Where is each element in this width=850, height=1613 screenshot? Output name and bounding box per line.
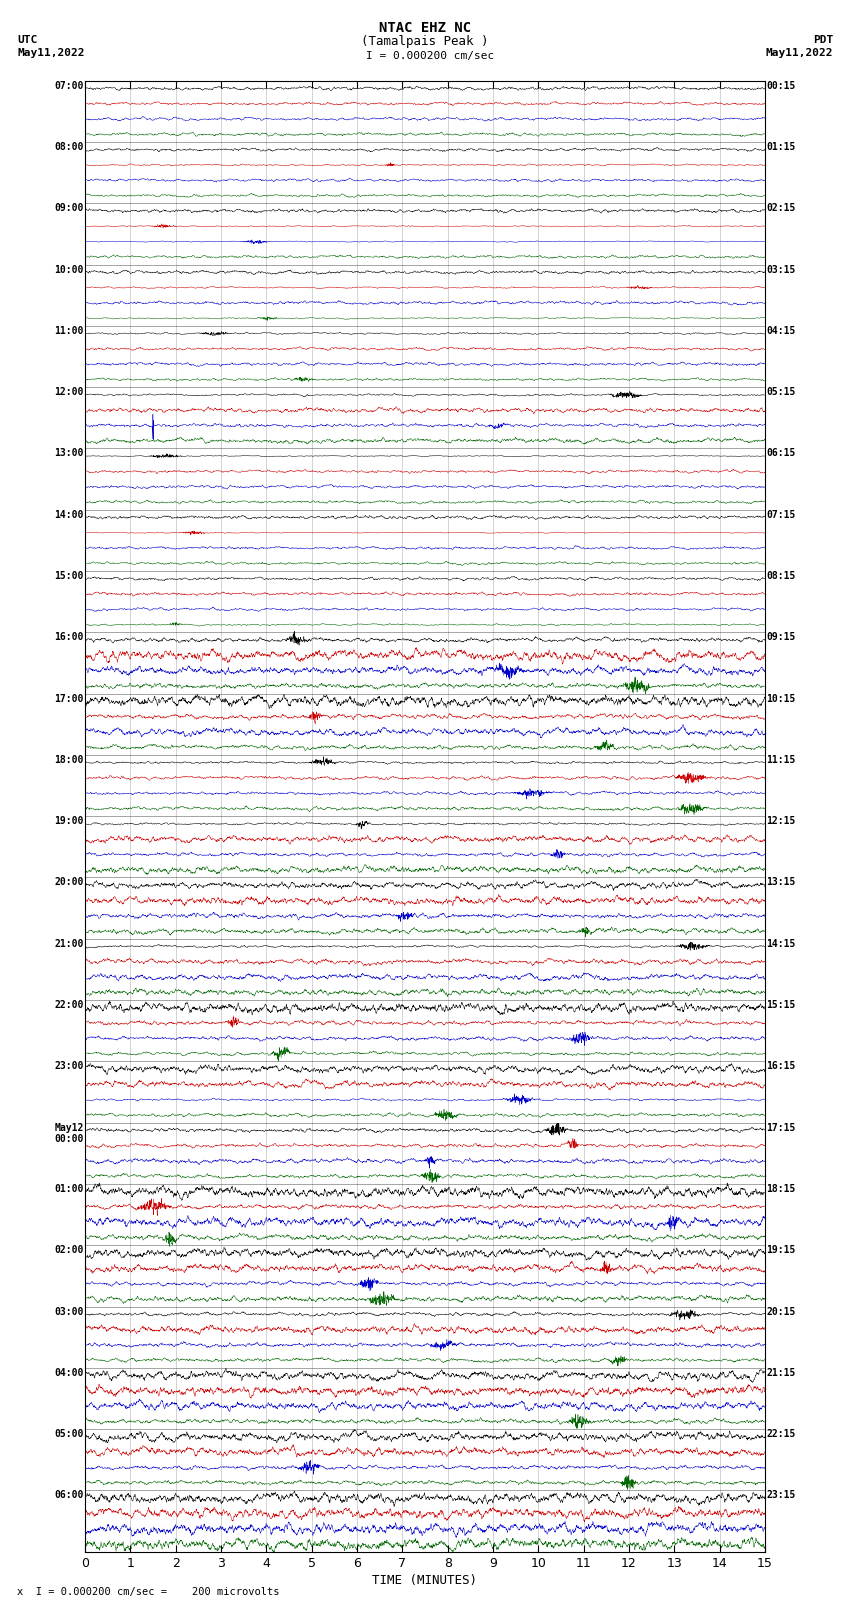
- Text: 14:00: 14:00: [54, 510, 83, 519]
- Text: 05:00: 05:00: [54, 1429, 83, 1439]
- Text: 04:15: 04:15: [767, 326, 796, 336]
- Text: 17:15: 17:15: [767, 1123, 796, 1132]
- Text: 18:15: 18:15: [767, 1184, 796, 1194]
- Text: 18:00: 18:00: [54, 755, 83, 765]
- Text: 19:15: 19:15: [767, 1245, 796, 1255]
- Text: 11:00: 11:00: [54, 326, 83, 336]
- Text: 23:15: 23:15: [767, 1490, 796, 1500]
- Text: 00:15: 00:15: [767, 81, 796, 90]
- Text: 01:15: 01:15: [767, 142, 796, 152]
- Text: 13:15: 13:15: [767, 877, 796, 887]
- Text: PDT: PDT: [813, 35, 833, 45]
- Text: 03:00: 03:00: [54, 1307, 83, 1316]
- Text: 04:00: 04:00: [54, 1368, 83, 1378]
- Text: 11:15: 11:15: [767, 755, 796, 765]
- Text: 17:00: 17:00: [54, 694, 83, 703]
- Text: 09:15: 09:15: [767, 632, 796, 642]
- Text: 14:15: 14:15: [767, 939, 796, 948]
- Text: 20:00: 20:00: [54, 877, 83, 887]
- Text: 12:00: 12:00: [54, 387, 83, 397]
- Text: 22:00: 22:00: [54, 1000, 83, 1010]
- Text: (Tamalpais Peak ): (Tamalpais Peak ): [361, 35, 489, 48]
- Text: 06:15: 06:15: [767, 448, 796, 458]
- Text: 15:15: 15:15: [767, 1000, 796, 1010]
- Text: 07:15: 07:15: [767, 510, 796, 519]
- Text: 10:00: 10:00: [54, 265, 83, 274]
- Text: 16:15: 16:15: [767, 1061, 796, 1071]
- Text: 22:15: 22:15: [767, 1429, 796, 1439]
- Text: May12
00:00: May12 00:00: [54, 1123, 83, 1144]
- Text: 02:15: 02:15: [767, 203, 796, 213]
- Text: 21:15: 21:15: [767, 1368, 796, 1378]
- Text: 12:15: 12:15: [767, 816, 796, 826]
- Text: 01:00: 01:00: [54, 1184, 83, 1194]
- Text: I = 0.000200 cm/sec: I = 0.000200 cm/sec: [366, 52, 494, 61]
- Text: 21:00: 21:00: [54, 939, 83, 948]
- Text: 15:00: 15:00: [54, 571, 83, 581]
- Text: 20:15: 20:15: [767, 1307, 796, 1316]
- Text: May11,2022: May11,2022: [17, 48, 84, 58]
- Text: 08:15: 08:15: [767, 571, 796, 581]
- Text: 02:00: 02:00: [54, 1245, 83, 1255]
- Text: UTC: UTC: [17, 35, 37, 45]
- Text: 06:00: 06:00: [54, 1490, 83, 1500]
- Text: May11,2022: May11,2022: [766, 48, 833, 58]
- Text: NTAC EHZ NC: NTAC EHZ NC: [379, 21, 471, 35]
- X-axis label: TIME (MINUTES): TIME (MINUTES): [372, 1574, 478, 1587]
- Text: 13:00: 13:00: [54, 448, 83, 458]
- Text: 08:00: 08:00: [54, 142, 83, 152]
- Text: 03:15: 03:15: [767, 265, 796, 274]
- Text: 16:00: 16:00: [54, 632, 83, 642]
- Text: x  I = 0.000200 cm/sec =    200 microvolts: x I = 0.000200 cm/sec = 200 microvolts: [17, 1587, 280, 1597]
- Text: 19:00: 19:00: [54, 816, 83, 826]
- Text: 05:15: 05:15: [767, 387, 796, 397]
- Text: 23:00: 23:00: [54, 1061, 83, 1071]
- Text: 09:00: 09:00: [54, 203, 83, 213]
- Text: 07:00: 07:00: [54, 81, 83, 90]
- Text: 10:15: 10:15: [767, 694, 796, 703]
